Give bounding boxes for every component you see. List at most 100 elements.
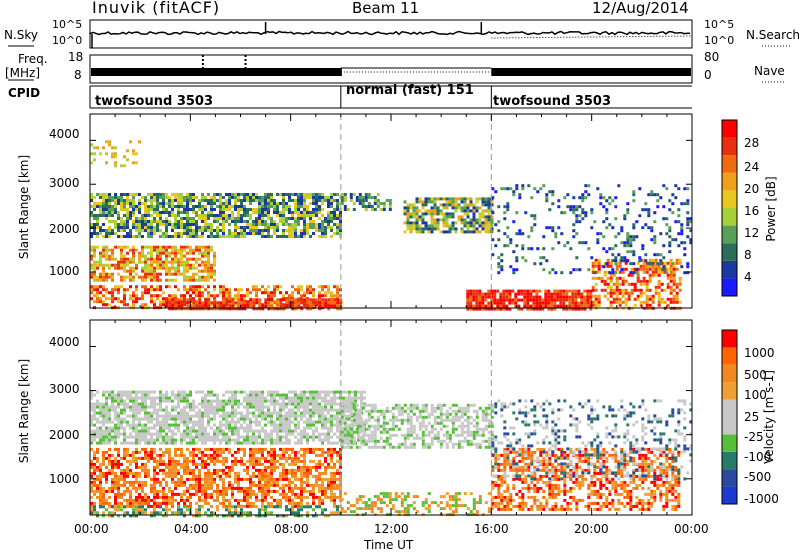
power-cell — [330, 298, 334, 302]
power-cell — [111, 214, 114, 217]
power-cell — [192, 285, 195, 289]
velocity-cell — [117, 393, 120, 397]
velocity-cell — [237, 399, 240, 403]
power-cell — [427, 227, 431, 231]
power-cell — [469, 292, 473, 296]
power-cell — [309, 217, 312, 220]
velocity-cell — [210, 456, 213, 460]
power-cell — [129, 229, 132, 232]
power-cell — [668, 208, 672, 212]
power-cell — [689, 217, 693, 221]
power-cell — [282, 235, 285, 238]
power-cell — [234, 208, 237, 211]
power-cell — [633, 297, 637, 301]
velocity-cell — [138, 450, 141, 454]
velocity-cell — [171, 408, 174, 412]
power-cell — [618, 297, 622, 301]
power-cell — [644, 208, 648, 212]
velocity-cell — [330, 435, 333, 439]
power-cell — [132, 211, 135, 214]
power-cell — [180, 223, 183, 226]
velocity-cell — [144, 480, 147, 484]
power-cell — [318, 193, 321, 196]
power-cell — [340, 193, 344, 196]
velocity-cell — [195, 474, 198, 478]
power-cell — [105, 288, 108, 292]
power-cell — [596, 238, 600, 242]
power-cell — [159, 263, 162, 267]
velocity-cell — [237, 420, 240, 424]
velocity-cell — [111, 390, 114, 394]
velocity-cell — [102, 495, 105, 499]
power-cell — [105, 291, 108, 295]
velocity-cell — [99, 501, 102, 505]
power-cell — [147, 220, 150, 223]
power-cell — [99, 211, 102, 214]
power-cell — [527, 247, 531, 251]
power-cell — [294, 205, 297, 208]
velocity-cell — [129, 432, 132, 436]
power-cell — [162, 260, 165, 264]
velocity-cell — [159, 456, 162, 460]
power-cell — [156, 260, 159, 264]
velocity-cell — [354, 399, 357, 403]
power-cell — [210, 266, 213, 270]
power-cell — [204, 248, 207, 252]
velocity-cell — [114, 477, 117, 481]
velocity-cell — [192, 453, 195, 457]
power-cell — [189, 229, 192, 232]
velocity-cell — [336, 435, 339, 439]
power-cell — [605, 208, 609, 212]
power-cell — [657, 264, 661, 268]
power-cell — [90, 161, 93, 165]
power-cell — [521, 184, 525, 188]
velocity-cell — [108, 489, 111, 493]
velocity-cell — [90, 480, 93, 484]
power-cell — [324, 199, 327, 202]
velocity-cell — [291, 429, 294, 433]
power-cell — [207, 257, 210, 261]
velocity-cell — [348, 393, 351, 397]
power-cell — [171, 251, 174, 255]
power-cell — [210, 263, 213, 267]
power-cell — [285, 217, 288, 220]
velocity-cell — [90, 420, 93, 424]
velocity-cell — [129, 414, 132, 418]
power-cell — [240, 220, 243, 223]
velocity-cell — [117, 396, 120, 400]
velocity-cell — [168, 465, 171, 469]
power-cell — [469, 304, 473, 308]
power-cell — [442, 197, 446, 201]
power-cell — [668, 235, 672, 239]
velocity-cell — [213, 468, 216, 472]
power-cell — [165, 269, 168, 273]
power-cell — [240, 193, 243, 196]
power-cell — [336, 223, 339, 226]
power-cell — [189, 199, 192, 202]
power-cell — [484, 230, 488, 234]
power-cell — [645, 285, 649, 289]
velocity-cell — [357, 390, 360, 394]
power-cell — [481, 224, 485, 228]
power-cell — [339, 202, 342, 205]
velocity-cell — [171, 465, 174, 469]
power-cell — [478, 212, 482, 216]
power-cell — [114, 211, 117, 214]
velocity-cell — [105, 417, 108, 421]
power-cell — [478, 304, 482, 308]
power-cell — [523, 295, 527, 299]
velocity-cell — [171, 432, 174, 436]
velocity-cell — [285, 417, 288, 421]
velocity-cell — [207, 486, 210, 490]
velocity-cell — [171, 471, 174, 475]
velocity-cell — [171, 492, 174, 496]
velocity-cell — [168, 498, 171, 502]
power-cell — [159, 196, 162, 199]
power-cell — [672, 264, 676, 268]
velocity-cell — [201, 420, 204, 424]
power-cell — [656, 193, 660, 197]
velocity-cell — [117, 501, 120, 505]
velocity-cell — [198, 417, 201, 421]
power-cell — [141, 291, 144, 295]
power-cell — [518, 229, 522, 233]
